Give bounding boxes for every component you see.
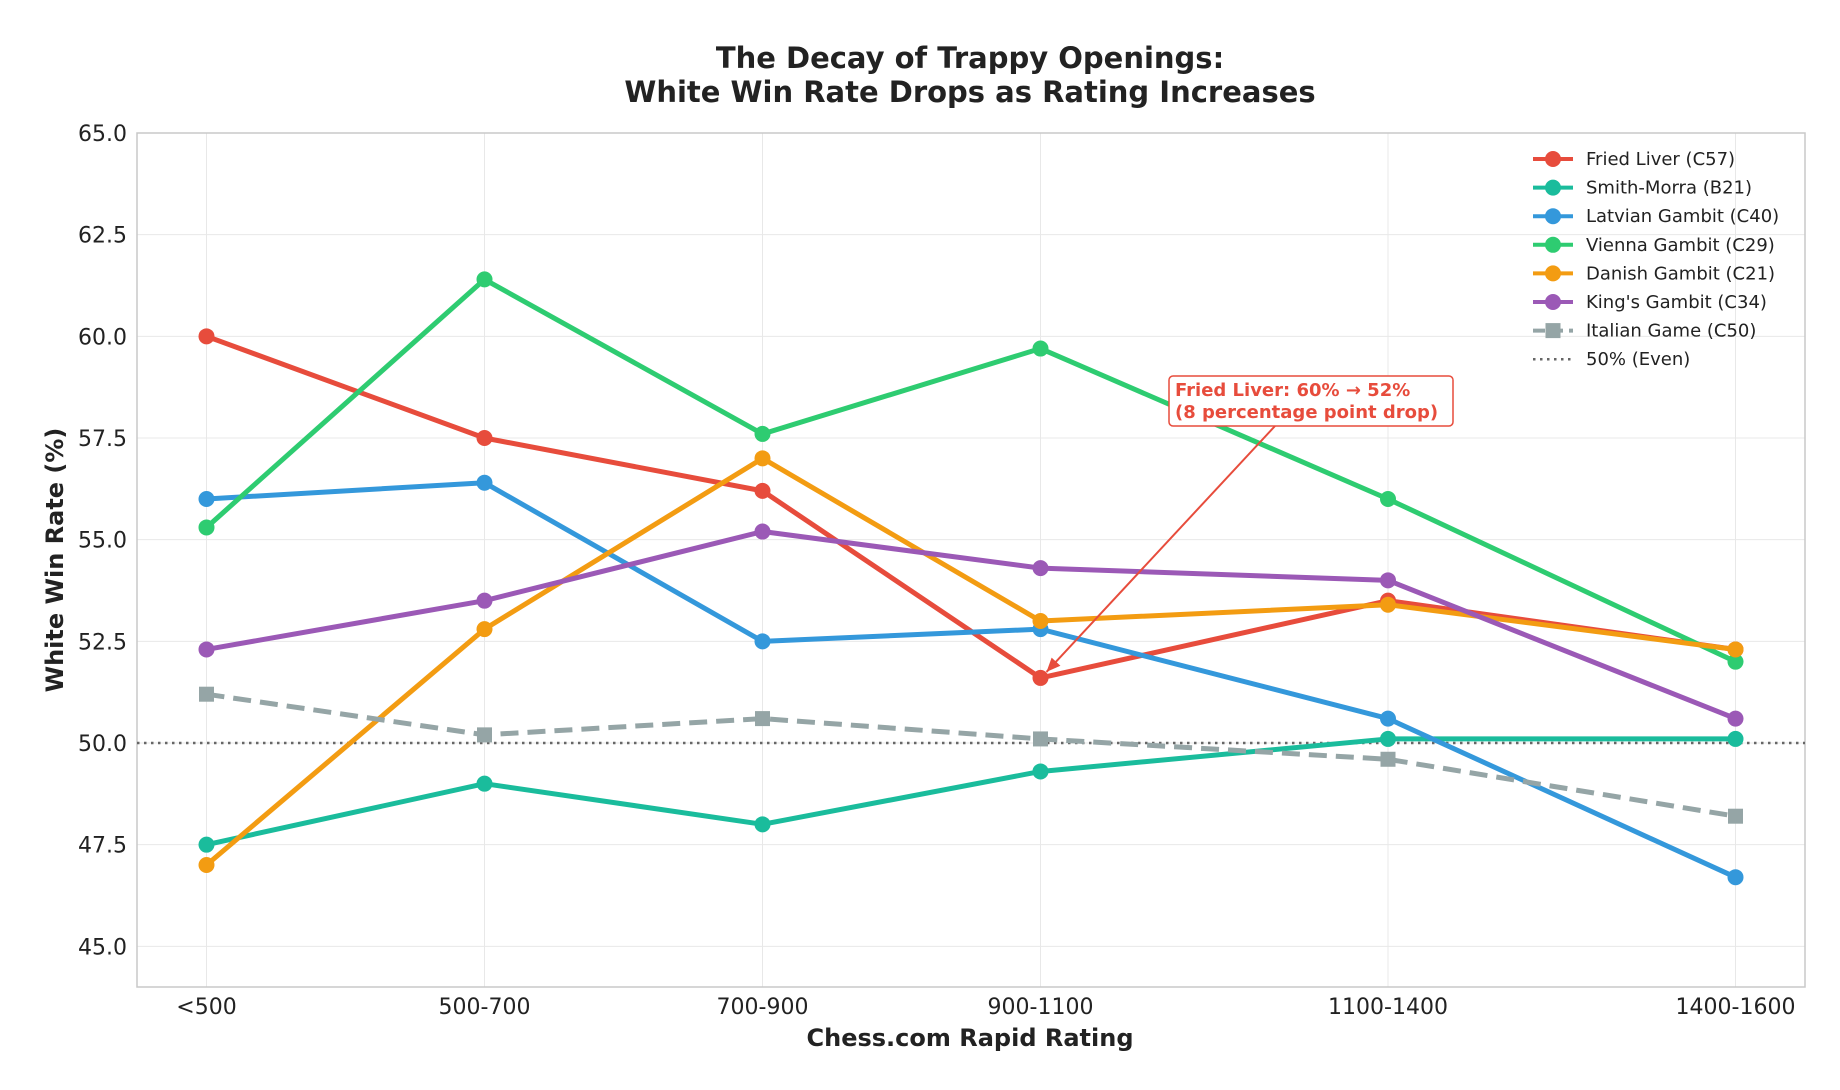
series-line: [204, 480, 1738, 880]
data-point: [754, 482, 771, 499]
data-point: [754, 816, 771, 833]
data-point: [754, 633, 771, 650]
data-point: [1727, 653, 1744, 670]
y-tick-label: 50.0: [78, 732, 127, 757]
y-tick-label: 45.0: [78, 935, 127, 960]
legend-swatch-marker: [1545, 151, 1561, 167]
data-point: [198, 641, 215, 658]
legend-label: Vienna Gambit (C29): [1586, 235, 1775, 256]
x-tick-label: 1100-1400: [1328, 995, 1448, 1020]
legend-label: Latvian Gambit (C40): [1586, 206, 1779, 227]
y-tick-label: 52.5: [78, 630, 127, 655]
data-point: [198, 836, 215, 853]
data-point: [476, 474, 493, 491]
data-point: [1728, 808, 1743, 824]
x-tick-label: 500-700: [439, 995, 531, 1020]
data-point: [1380, 596, 1396, 613]
data-point: [199, 686, 214, 702]
x-axis-label: Chess.com Rapid Rating: [807, 1024, 1134, 1052]
data-point: [1727, 730, 1744, 747]
x-tick-labels: <500 500-700 700-900 900-1100 1100-1400 1400-…: [176, 995, 1795, 1020]
data-point: [476, 271, 493, 288]
y-tick-label: 65.0: [78, 122, 127, 147]
legend-swatch-marker: [1545, 179, 1561, 196]
legend-swatch-marker: [1545, 294, 1561, 310]
data-point: [476, 592, 493, 609]
data-point: [1380, 710, 1396, 727]
legend-label: Smith-Morra (B21): [1586, 178, 1752, 199]
y-tick-labels: 45.0 47.5 50.0 52.5 55.0 57.5 60.0 62.5 65.0: [78, 122, 127, 960]
series-group: [198, 271, 1744, 886]
annotation-box: [1168, 375, 1454, 427]
legend-label: King's Gambit (C34): [1586, 292, 1767, 313]
data-point: [1727, 710, 1744, 727]
y-tick-label: 55.0: [78, 529, 127, 554]
series-line: [204, 455, 1738, 868]
data-point: [476, 430, 493, 446]
data-point: [1032, 613, 1049, 629]
series-line: [206, 691, 1736, 819]
data-point: [754, 425, 771, 442]
x-tick-label: <500: [176, 995, 236, 1020]
annotation-arrowhead: [1046, 657, 1061, 672]
legend-label: 50% (Even): [1586, 349, 1690, 370]
series-line: [204, 736, 1738, 848]
grid: [137, 132, 1805, 987]
data-point: [754, 523, 771, 540]
legend-swatch-marker: [1545, 236, 1561, 253]
data-point: [754, 450, 771, 467]
data-point: [755, 711, 770, 727]
data-point: [198, 519, 215, 536]
x-tick-label: 1400-1600: [1676, 995, 1796, 1020]
data-point: [1727, 641, 1744, 658]
x-tick-label: 700-900: [717, 995, 809, 1020]
data-point: [1032, 669, 1049, 686]
data-point: [476, 775, 493, 792]
data-point: [1380, 730, 1396, 747]
legend-label: Italian Game (C50): [1586, 321, 1756, 342]
chart-title-line-2: White Win Rate Drops as Rating Increases: [624, 75, 1315, 109]
data-point: [1033, 731, 1048, 747]
data-point: [198, 328, 215, 345]
legend: Fried Liver (C57) Smith-Morra (B21) Latvia…: [1533, 149, 1779, 370]
annotation-arrow: [1045, 425, 1276, 673]
legend-swatch-marker: [1545, 208, 1561, 225]
legend-label: Fried Liver (C57): [1586, 149, 1735, 170]
data-point: [1380, 572, 1396, 589]
data-point: [477, 727, 492, 743]
series-line: [204, 333, 1738, 681]
data-point: [476, 621, 493, 638]
data-point: [198, 491, 215, 507]
data-point: [198, 857, 215, 873]
x-tick-label: 900-1100: [988, 995, 1094, 1020]
data-point: [1727, 869, 1744, 886]
data-point: [1032, 340, 1049, 357]
legend-swatch-marker: [1545, 323, 1561, 339]
y-tick-label: 62.5: [78, 224, 127, 249]
series-line: [204, 529, 1738, 722]
chart-title-line-1: The Decay of Trappy Openings:: [716, 41, 1224, 75]
annotation: Fried Liver: 60% → 52%(8 percentage poin…: [1045, 375, 1454, 673]
annotation-text: Fried Liver: 60% → 52%: [1175, 380, 1410, 401]
legend-label: Danish Gambit (C21): [1586, 263, 1775, 284]
y-tick-label: 47.5: [78, 834, 127, 859]
series-line: [204, 276, 1738, 665]
data-point: [1032, 560, 1049, 577]
y-axis-label: White Win Rate (%): [41, 428, 69, 693]
y-tick-label: 60.0: [78, 325, 127, 350]
annotation-text: (8 percentage point drop): [1175, 402, 1438, 423]
data-point: [1380, 751, 1396, 767]
legend-swatch-marker: [1545, 265, 1561, 282]
data-point: [1032, 763, 1049, 780]
plot-frame: [136, 132, 1806, 988]
data-point: [1380, 491, 1396, 507]
y-tick-label: 57.5: [78, 427, 127, 452]
